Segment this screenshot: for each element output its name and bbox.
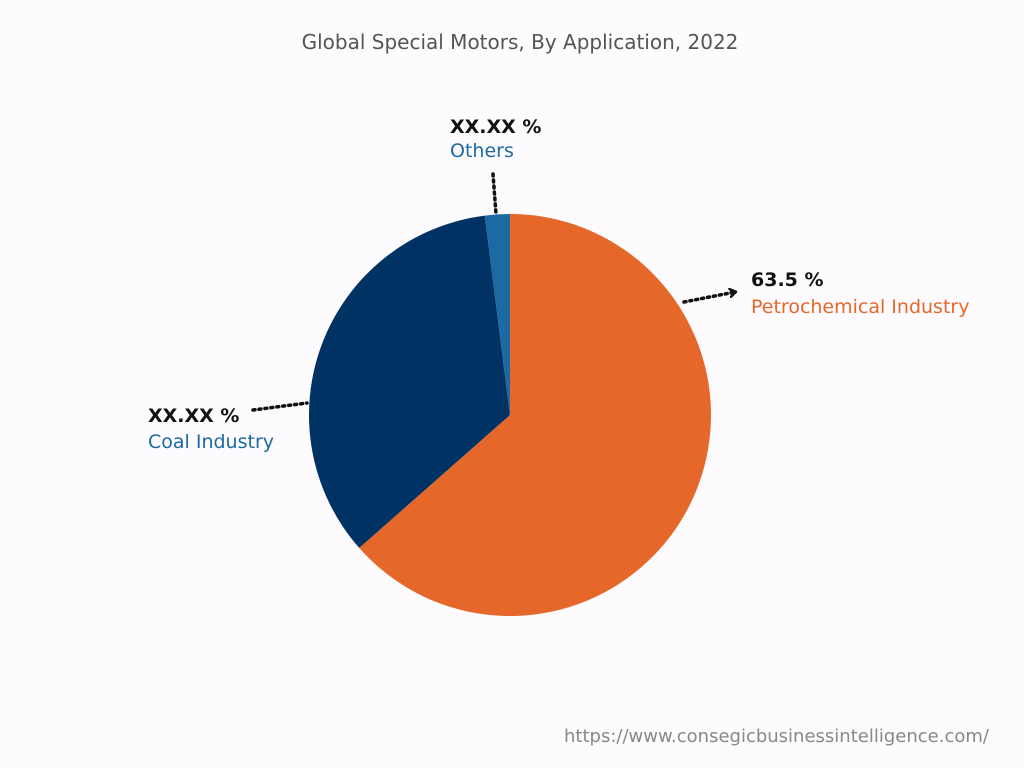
source-url[interactable]: https://www.consegicbusinessintelligence… bbox=[564, 726, 989, 747]
data-label-coal-name: Coal Industry bbox=[148, 431, 274, 453]
data-label-petrochemical-value: 63.5 % bbox=[751, 269, 824, 291]
data-label-petrochemical-name: Petrochemical Industry bbox=[751, 296, 969, 318]
leader-line-petrochemical bbox=[682, 292, 735, 304]
pie-slice-coal-industry bbox=[308, 215, 510, 548]
chart-title: Global Special Motors, By Application, 2… bbox=[301, 30, 739, 54]
data-label-others-name: Others bbox=[450, 140, 514, 162]
pie-slice-others bbox=[484, 214, 510, 415]
pie-slice-petrochemical-industry bbox=[359, 214, 711, 616]
pie-slices bbox=[308, 214, 711, 616]
leader-line-others bbox=[491, 172, 498, 216]
leader-line-coal bbox=[251, 401, 309, 412]
data-label-others-value: XX.XX % bbox=[450, 116, 541, 138]
data-label-coal-value: XX.XX % bbox=[148, 405, 239, 427]
